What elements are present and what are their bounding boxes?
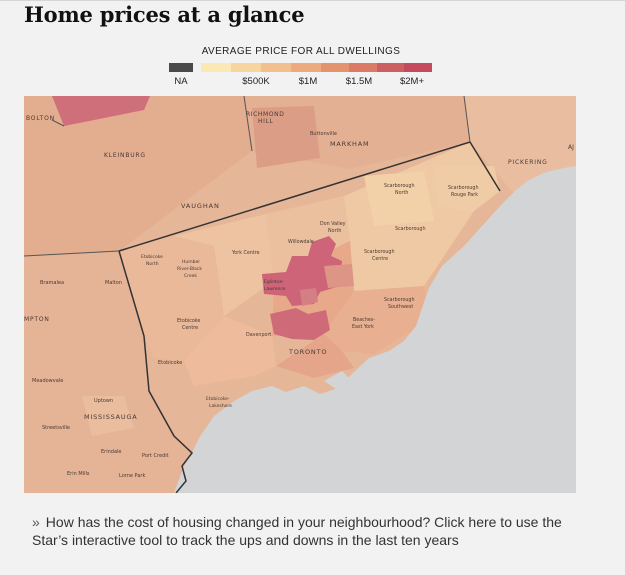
place-label: Scarborough [384,183,415,189]
place-label: Beaches- [353,317,375,323]
legend-swatch [321,63,349,72]
toronto-islands-water [324,371,350,389]
york-centre-area[interactable] [174,214,274,316]
pickering-region[interactable] [464,96,576,196]
place-label: North [328,228,341,234]
legend-swatch [404,63,432,72]
legend-swatch-na [169,63,193,72]
place-label: York Centre [231,250,260,256]
place-label: MISSISSAUGA [84,413,138,421]
place-label: Meadowvale [32,378,63,384]
interactive-tool-link[interactable]: How has the cost of housing changed in y… [32,514,562,548]
place-label: MARKHAM [330,140,369,148]
place-label: Etobicoke- [206,396,230,402]
legend-swatch [291,63,321,72]
mississauga-region[interactable] [24,391,192,493]
place-label: KLEINBURG [104,152,146,159]
place-label: Lakeshore [209,403,232,409]
place-label: Eglinton- [264,279,284,285]
lake-ontario [174,166,576,493]
place-label: Lawrence [264,286,286,292]
place-label: RICHMOND [246,111,284,118]
toronto-boundary-west [118,250,194,493]
place-label: Etobicoke [158,360,182,366]
regional-boundary [51,119,65,127]
downtown-high-price[interactable] [270,308,330,340]
legend-tick-label: $500K [242,76,270,87]
place-label: BOLTON [26,115,55,122]
place-label: HILL [258,118,273,125]
midtown-medium-high[interactable] [300,288,318,306]
etobicoke-north-area[interactable] [119,236,224,361]
beaches-area[interactable] [324,286,429,354]
legend-swatch [231,63,261,72]
place-labels: BOLTON RICHMOND HILL Buttonville MARKHAM… [24,111,574,479]
place-label: Etobicoke [141,254,163,260]
etobicoke-centre-area[interactable] [184,316,276,386]
place-label: Malton [105,280,122,286]
place-label: Lorne Park [119,473,145,479]
place-label: East York [352,324,374,330]
place-label: Uptown [94,398,113,404]
regional-boundary [463,96,471,143]
davenport-area[interactable] [276,334,354,378]
place-label: TORONTO [288,348,327,356]
legend-swatch [377,63,404,72]
price-map[interactable]: BOLTON RICHMOND HILL Buttonville MARKHAM… [24,96,576,493]
place-label: PICKERING [508,159,548,166]
place-label: Rouge Park [451,192,478,198]
place-label: MPTON [24,316,50,323]
place-label: Bramalea [40,280,64,286]
place-label: Erin Mills [67,471,90,477]
place-label: Scarborough [448,185,479,191]
scarborough-north-area[interactable] [364,171,434,226]
don-valley-area[interactable] [266,196,350,281]
legend-title: AVERAGE PRICE FOR ALL DWELLINGS [201,46,401,57]
place-label: Scarborough [364,249,395,255]
legend-swatch [349,63,377,72]
place-label: Willowdale [288,239,314,245]
place-label: Centre [182,325,198,331]
legend-label-na: NA [174,76,188,87]
place-label: North [146,261,159,267]
uptown-area[interactable] [82,396,134,436]
place-label: Southwest [388,304,413,310]
place-label: Streetsville [42,425,70,431]
place-label: Scarborough [384,297,415,303]
legend-swatch [201,63,231,72]
place-label: Scarborough [395,226,426,232]
place-label: Creek [184,273,197,279]
place-label: Buttonville [310,131,337,137]
map-canvas[interactable]: BOLTON RICHMOND HILL Buttonville MARKHAM… [24,96,576,493]
place-label: River-Black [177,266,202,272]
place-label: Davenport [246,332,271,338]
chevron-right-icon: » [32,514,40,530]
place-label: VAUGHAN [181,202,220,210]
place-label: Centre [372,256,388,262]
brampton-region[interactable] [24,251,149,393]
high-price-region[interactable] [52,96,150,126]
page-title: Home prices at a glance [24,2,305,27]
regional-boundary [243,96,253,152]
vaughan-region[interactable] [24,96,252,256]
legend-tick-label: $2M+ [399,76,425,87]
legend-tick-label: $1M [298,76,318,87]
place-label: Humber [182,259,200,265]
legend-swatch [261,63,291,72]
place-label: Etobicoke [177,318,200,324]
place-label: Port Credit [142,453,169,459]
caption-link-block[interactable]: » How has the cost of housing changed in … [32,513,572,549]
regional-boundary [24,250,120,257]
place-label: AJ [568,144,574,151]
east-york-area[interactable] [324,264,354,288]
top-divider [0,0,625,1]
legend-tick-label: $1.5M [345,76,373,87]
place-label: North [395,190,408,196]
place-label: Erindale [101,449,121,455]
richmond-hill-area[interactable] [252,106,320,168]
midtown-high-price[interactable] [262,236,342,306]
place-label: Don Valley [320,221,346,227]
scarborough-rouge-area[interactable] [434,166,500,211]
